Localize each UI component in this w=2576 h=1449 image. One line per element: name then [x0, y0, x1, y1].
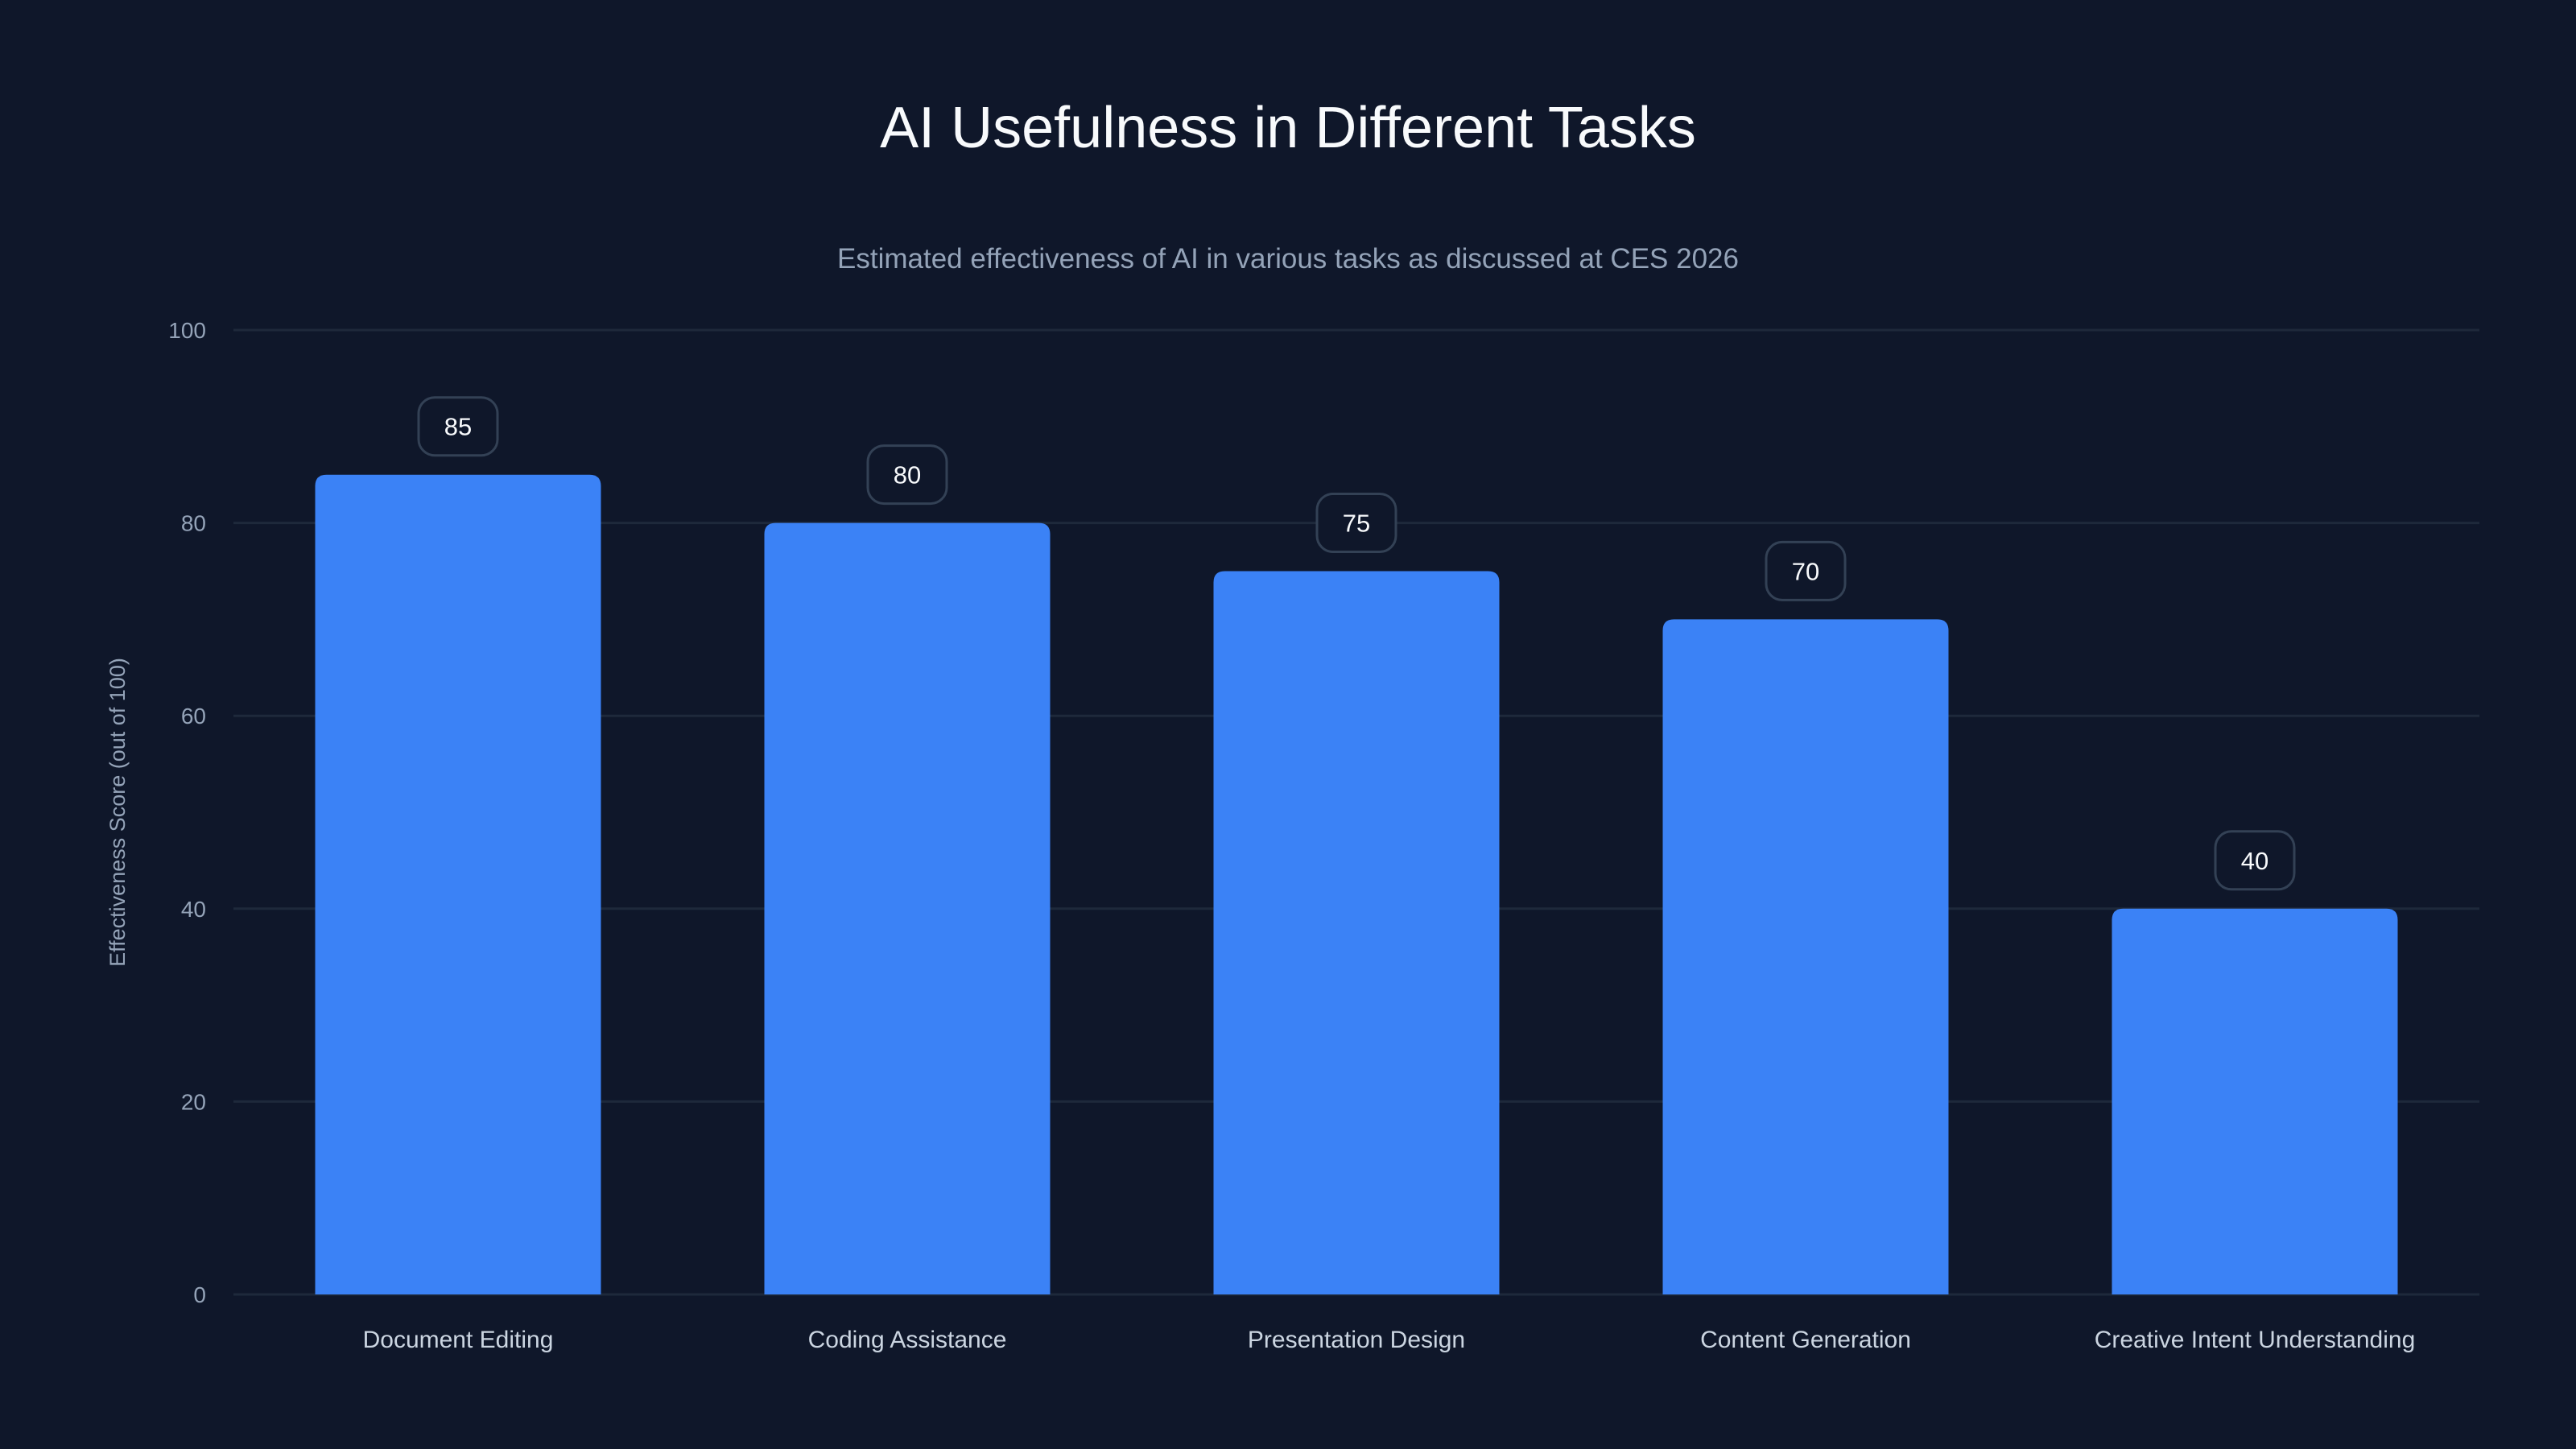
data-label-badge: [1765, 540, 1847, 601]
y-tick-label: 40: [181, 897, 206, 922]
data-label: 75: [1343, 510, 1370, 538]
bar: [1662, 619, 1949, 1294]
x-tick-label: Content Generation: [1700, 1327, 1911, 1353]
y-tick-label: 80: [181, 511, 206, 536]
data-label-badge: [2214, 830, 2296, 891]
data-label: 40: [2241, 847, 2268, 875]
y-tick-label: 60: [181, 704, 206, 729]
y-axis-label: Effectiveness Score (out of 100): [105, 658, 130, 967]
x-tick-label: Creative Intent Understanding: [2095, 1327, 2416, 1353]
chart-subtitle: Estimated effectiveness of AI in various…: [837, 243, 1739, 275]
data-label-badge: [1315, 493, 1397, 553]
data-label: 70: [1792, 557, 1819, 585]
chart-title: AI Usefulness in Different Tasks: [880, 96, 1696, 160]
bar: [764, 522, 1051, 1294]
y-tick-label: 20: [181, 1089, 206, 1114]
bar: [315, 474, 601, 1294]
bar: [1213, 571, 1500, 1294]
bar: [2112, 908, 2398, 1294]
data-label-badge: [866, 444, 948, 506]
data-label: 85: [444, 413, 472, 441]
x-tick-label: Presentation Design: [1248, 1327, 1465, 1353]
x-tick-label: Document Editing: [363, 1327, 554, 1353]
y-tick-label: 100: [168, 318, 206, 343]
y-tick-label: 0: [193, 1282, 206, 1307]
data-label: 80: [894, 461, 921, 489]
x-tick-label: Coding Assistance: [808, 1327, 1007, 1353]
data-label-badge: [417, 396, 499, 457]
